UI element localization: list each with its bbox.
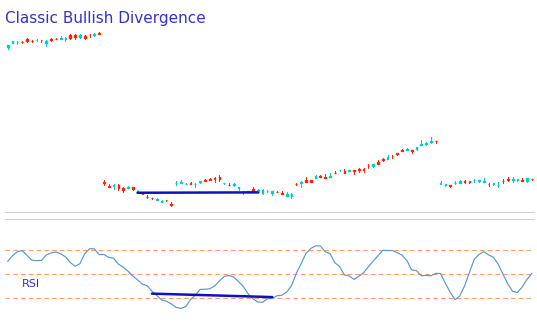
Bar: [416, 147, 417, 148]
Bar: [199, 181, 201, 182]
Bar: [320, 176, 321, 177]
Bar: [396, 153, 398, 154]
Bar: [382, 159, 383, 160]
Bar: [69, 35, 71, 38]
Bar: [483, 181, 485, 182]
Bar: [137, 191, 139, 192]
Bar: [464, 181, 466, 182]
Bar: [406, 149, 408, 150]
Bar: [387, 157, 388, 159]
Bar: [324, 177, 326, 178]
Bar: [46, 41, 47, 43]
Bar: [377, 162, 379, 164]
Bar: [344, 172, 345, 173]
Bar: [449, 185, 451, 186]
Bar: [459, 181, 461, 183]
Bar: [132, 187, 134, 189]
Bar: [507, 179, 509, 180]
Bar: [238, 187, 240, 188]
Bar: [339, 170, 340, 171]
Bar: [478, 180, 480, 181]
Bar: [353, 170, 355, 172]
Bar: [156, 199, 158, 200]
Bar: [122, 188, 124, 190]
Bar: [84, 36, 85, 38]
Bar: [219, 177, 220, 179]
Bar: [60, 38, 62, 39]
Bar: [209, 179, 211, 180]
Bar: [257, 190, 259, 192]
Bar: [300, 182, 302, 183]
Bar: [517, 179, 518, 180]
Bar: [526, 178, 528, 181]
Bar: [98, 33, 100, 34]
Bar: [118, 185, 119, 188]
Bar: [93, 34, 95, 35]
Bar: [372, 164, 374, 165]
Bar: [358, 169, 360, 170]
Bar: [113, 185, 114, 186]
Bar: [315, 177, 316, 178]
Bar: [252, 189, 254, 192]
Bar: [180, 182, 182, 183]
Bar: [190, 183, 191, 185]
Text: Classic Bullish Divergence: Classic Bullish Divergence: [5, 11, 206, 26]
Bar: [329, 176, 331, 177]
Bar: [127, 187, 129, 188]
Bar: [64, 38, 66, 39]
Bar: [17, 42, 18, 43]
Bar: [492, 183, 494, 184]
Bar: [161, 201, 163, 202]
Bar: [281, 193, 282, 194]
Bar: [79, 35, 81, 37]
Bar: [26, 39, 28, 41]
Bar: [363, 169, 365, 170]
Bar: [108, 186, 110, 187]
Bar: [12, 41, 13, 43]
Bar: [233, 184, 235, 186]
Bar: [430, 141, 432, 142]
Bar: [420, 144, 422, 145]
Bar: [243, 191, 244, 192]
Bar: [170, 204, 172, 205]
Bar: [425, 143, 427, 144]
Bar: [512, 179, 513, 180]
Bar: [521, 180, 523, 181]
Bar: [214, 178, 215, 179]
Text: RSI: RSI: [22, 278, 40, 288]
Bar: [286, 194, 287, 196]
Bar: [204, 180, 206, 181]
Bar: [440, 183, 441, 184]
Bar: [310, 180, 311, 182]
Bar: [262, 190, 264, 193]
Bar: [223, 183, 225, 184]
Bar: [50, 39, 52, 40]
Bar: [305, 180, 307, 182]
Bar: [74, 35, 76, 37]
Bar: [401, 150, 403, 151]
Bar: [291, 194, 292, 196]
Bar: [103, 182, 105, 183]
Bar: [248, 191, 249, 192]
Bar: [7, 45, 9, 47]
Bar: [271, 191, 273, 193]
